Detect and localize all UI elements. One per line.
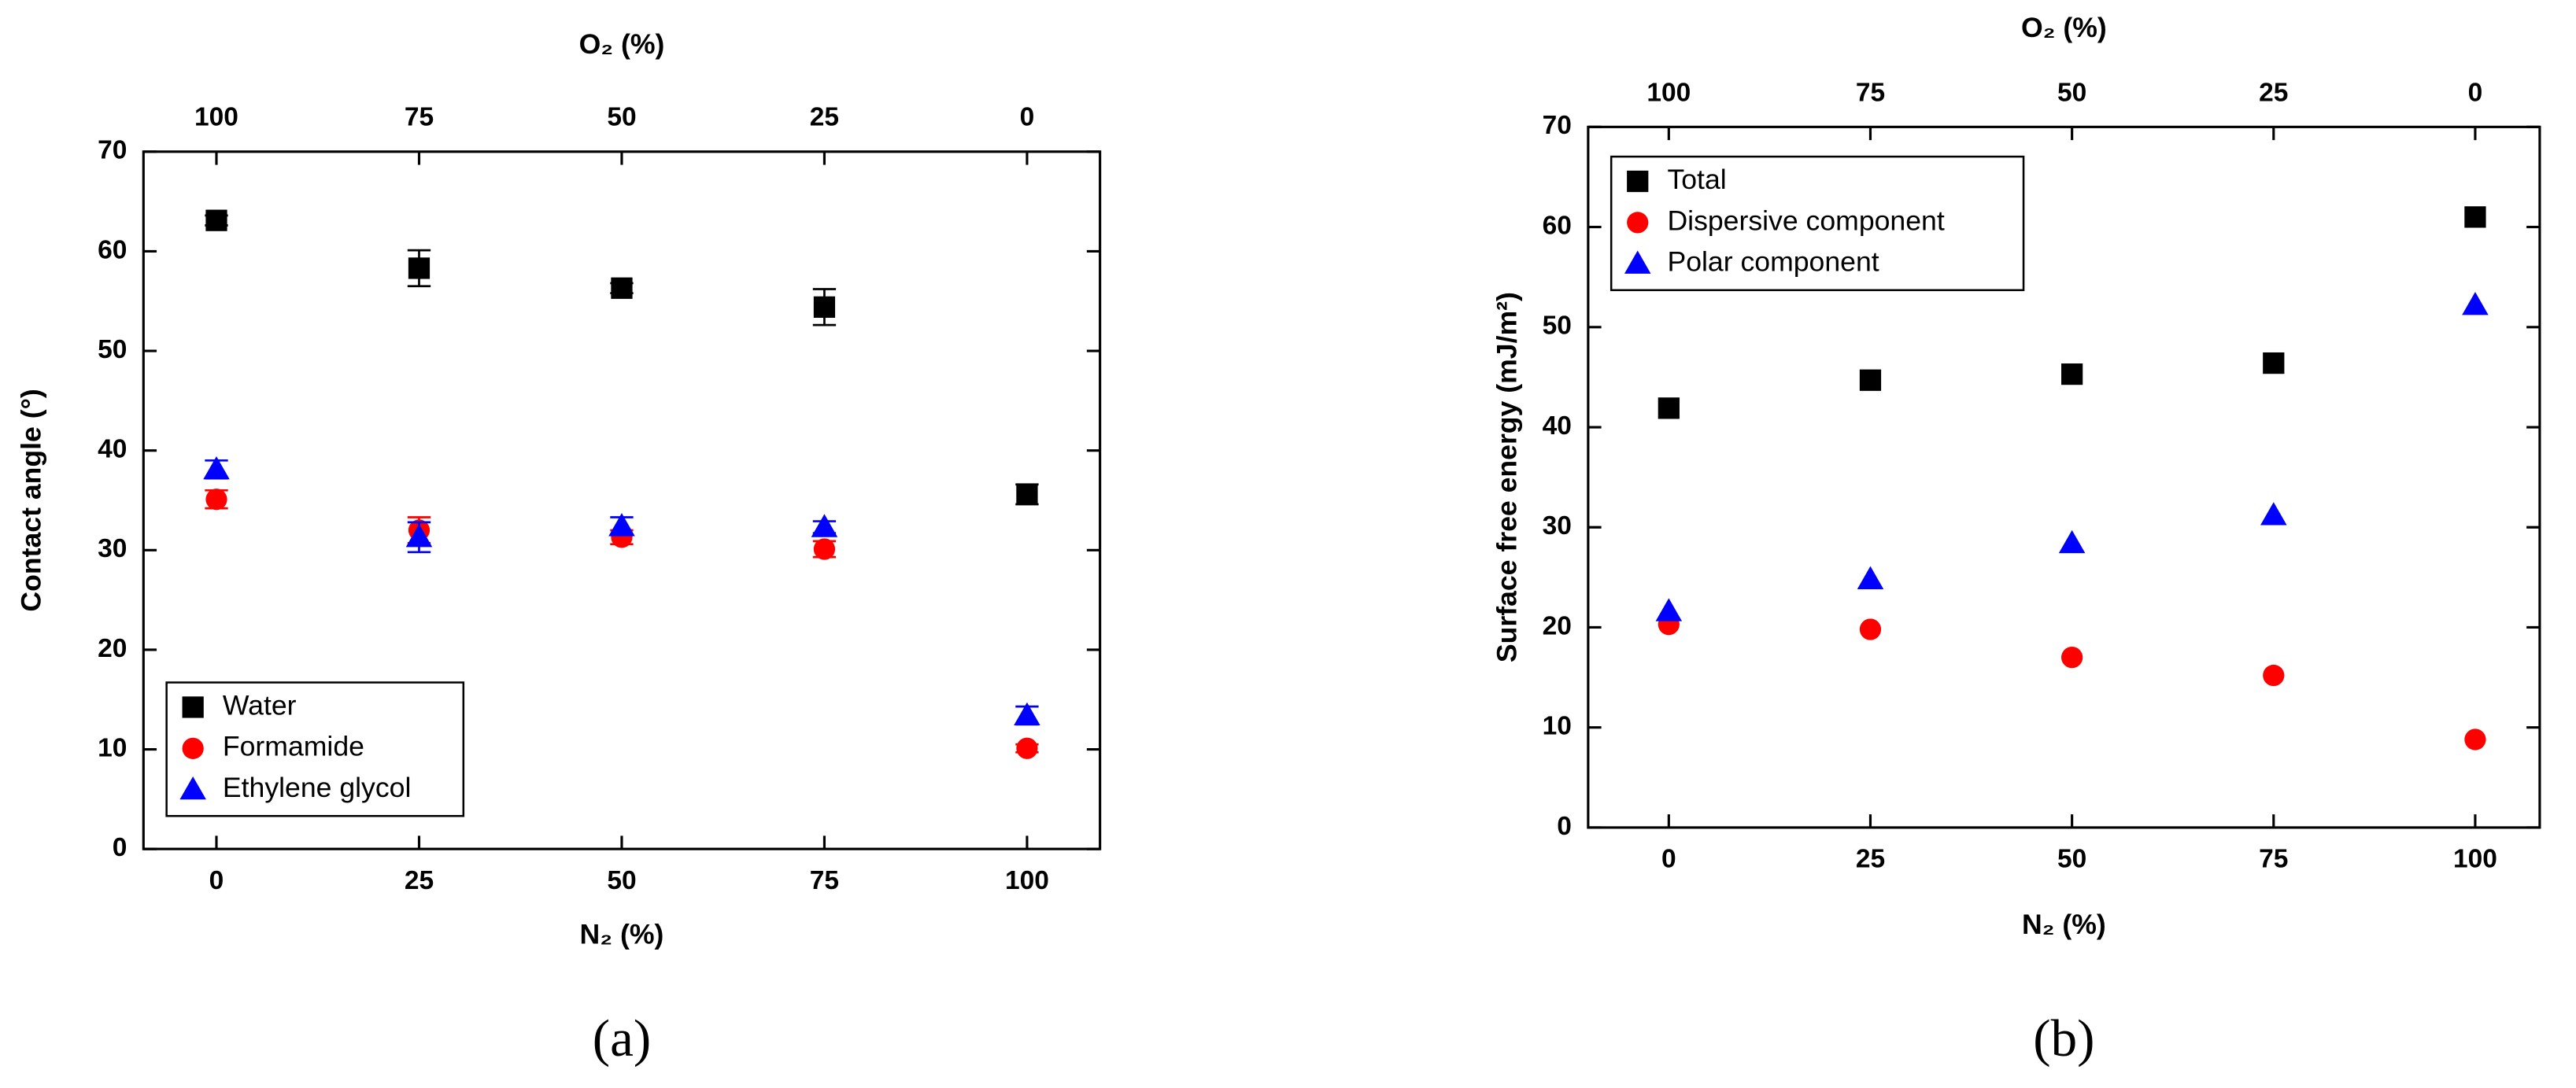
plot-frame: [1587, 125, 2541, 829]
x2-tick-label: 50: [2057, 78, 2086, 107]
y-tick-label: 70: [1543, 111, 1572, 140]
y-axis-title: Contact angle (°): [15, 389, 46, 611]
x2-tick-label: 100: [194, 103, 238, 132]
y-tick-label: 0: [113, 833, 128, 862]
x-tick-label: 100: [2453, 845, 2497, 874]
y-tick-label: 20: [98, 634, 127, 663]
x2-tick-label: 25: [810, 103, 839, 132]
marker: [608, 513, 635, 537]
y-tick-label: 30: [1543, 511, 1572, 540]
marker: [1857, 566, 1884, 589]
y-tick-label: 10: [1543, 712, 1572, 741]
marker: [2263, 352, 2285, 374]
x2-tick-label: 75: [1856, 78, 1885, 107]
x2-tick-label: 25: [2259, 78, 2288, 107]
x-tick-label: 100: [1005, 866, 1049, 895]
marker: [1658, 397, 1680, 419]
x-tick-label: 50: [2057, 845, 2086, 874]
marker: [2061, 647, 2083, 669]
legend-label: Dispersive component: [1667, 205, 1944, 236]
marker: [1014, 702, 1040, 726]
x-tick-label: 0: [209, 866, 224, 895]
marker: [205, 209, 227, 231]
legend-marker: [182, 696, 204, 718]
marker: [813, 296, 836, 318]
marker: [1655, 598, 1683, 621]
x2-tick-label: 100: [1646, 78, 1691, 107]
marker: [811, 514, 838, 537]
marker: [203, 455, 230, 480]
x2-tick-label: 50: [607, 103, 636, 132]
legend-label: Total: [1667, 164, 1726, 195]
x-tick-label: 50: [607, 866, 636, 895]
y-tick-label: 30: [98, 534, 127, 563]
y-tick-label: 0: [1557, 812, 1572, 841]
marker: [1859, 618, 1882, 640]
y-tick-label: 70: [98, 136, 127, 165]
marker: [2260, 502, 2287, 526]
y-tick-label: 60: [98, 235, 127, 264]
x-tick-label: 25: [1856, 845, 1885, 874]
legend-marker: [179, 776, 206, 800]
marker: [205, 489, 227, 511]
x-axis-title: N₂ (%): [580, 919, 664, 950]
legend-box: [165, 681, 465, 817]
panel-label: (a): [593, 1009, 651, 1068]
legend-label: Water: [223, 689, 297, 721]
y-tick-label: 40: [98, 435, 127, 464]
marker: [1016, 483, 1038, 505]
x2-axis-title: O₂ (%): [2021, 12, 2107, 43]
marker: [2464, 206, 2486, 228]
legend-label: Formamide: [223, 731, 364, 762]
legend-marker: [1627, 170, 1649, 193]
panel-label: (b): [2033, 1009, 2094, 1068]
y-tick-label: 10: [98, 733, 127, 762]
x-axis-title: N₂ (%): [2022, 909, 2106, 940]
marker: [405, 524, 433, 548]
x-tick-label: 0: [1661, 845, 1676, 874]
x-tick-label: 75: [810, 866, 839, 895]
y-tick-label: 50: [98, 335, 127, 364]
legend-marker: [1627, 212, 1649, 234]
legend-box: [1610, 155, 2025, 292]
legend-label: Polar component: [1667, 246, 1879, 278]
x2-tick-label: 0: [2468, 78, 2483, 107]
x2-axis-title: O₂ (%): [579, 28, 665, 60]
x2-tick-label: 0: [1020, 103, 1035, 132]
marker: [2263, 664, 2285, 687]
marker: [2464, 728, 2486, 751]
y-tick-label: 50: [1543, 312, 1572, 341]
marker: [2061, 363, 2083, 385]
legend-label: Ethylene glycol: [223, 772, 412, 803]
marker: [1016, 737, 1038, 759]
x-tick-label: 25: [405, 866, 434, 895]
marker: [2462, 292, 2489, 315]
marker: [408, 257, 431, 279]
y-tick-label: 20: [1543, 611, 1572, 640]
marker: [813, 538, 836, 560]
marker: [2058, 529, 2086, 554]
y-tick-label: 60: [1543, 211, 1572, 240]
x2-tick-label: 75: [405, 103, 434, 132]
legend-marker: [182, 737, 204, 759]
y-axis-title: Surface free energy (mJ/m²): [1491, 292, 1523, 662]
y-tick-label: 40: [1543, 411, 1572, 441]
marker: [1859, 369, 1882, 391]
marker: [611, 277, 633, 299]
legend-marker: [1624, 250, 1651, 274]
x-tick-label: 75: [2259, 845, 2288, 874]
